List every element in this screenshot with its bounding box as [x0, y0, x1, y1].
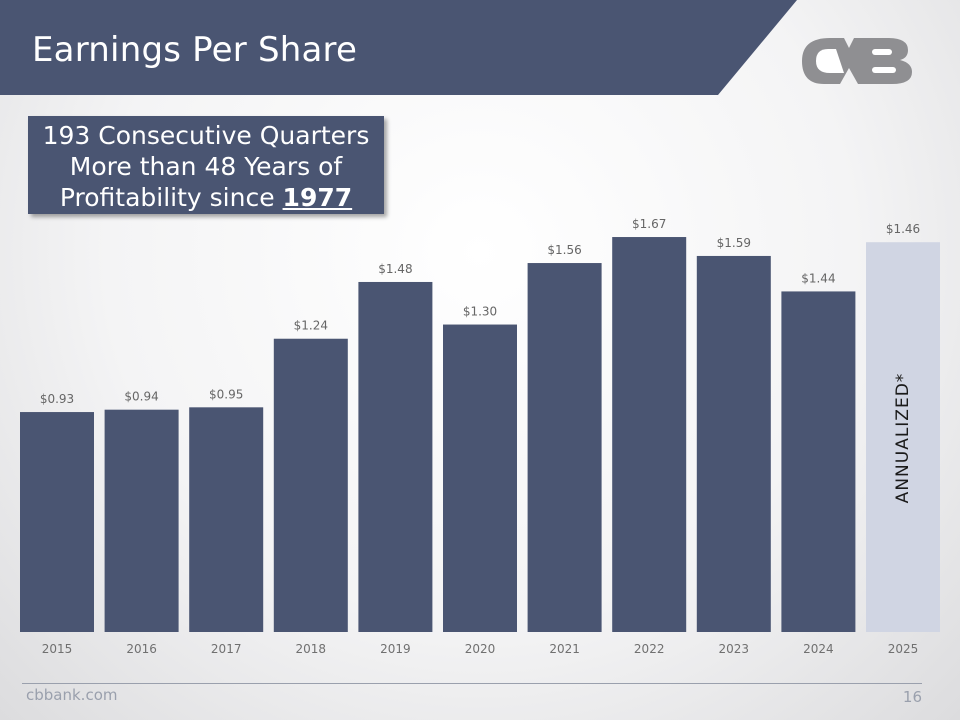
x-tick-2019: 2019	[380, 642, 411, 656]
x-tick-2025: 2025	[888, 642, 919, 656]
x-tick-2021: 2021	[549, 642, 580, 656]
header-band	[0, 0, 797, 95]
callout-year: 1977	[282, 183, 353, 212]
value-label-2021: $1.56	[547, 243, 581, 257]
profitability-callout: 193 Consecutive Quarters More than 48 Ye…	[28, 116, 384, 214]
x-tick-2020: 2020	[465, 642, 496, 656]
callout-line-3: Profitability since 1977	[28, 182, 384, 213]
value-label-2018: $1.24	[294, 319, 328, 333]
page-number: 16	[902, 688, 922, 706]
value-label-2016: $0.94	[124, 390, 158, 404]
bar-2021	[527, 263, 602, 632]
x-tick-2022: 2022	[634, 642, 665, 656]
bar-2015	[20, 412, 94, 632]
x-tick-2024: 2024	[803, 642, 834, 656]
x-tick-labels-layer: 2015 2016 2017 2018 2019 2020 2021 2022 2023 2024…	[42, 642, 919, 656]
x-tick-2016: 2016	[126, 642, 157, 656]
bar-2016	[104, 409, 179, 632]
value-labels-layer: $0.93 $0.94 $0.95 $1.24 $1.48 $1.30 $1.56 $1.67…	[40, 217, 920, 503]
annualized-label: ANNUALIZED*	[893, 373, 913, 504]
bar-2022	[612, 237, 687, 633]
footer-website: cbbank.com	[26, 686, 118, 704]
value-label-2025: $1.46	[886, 222, 920, 236]
bar-2024	[781, 291, 856, 632]
footer-divider	[22, 683, 922, 684]
value-label-2019: $1.48	[378, 262, 412, 276]
value-label-2015: $0.93	[40, 392, 74, 406]
value-label-2023: $1.59	[717, 236, 751, 250]
callout-line-1: 193 Consecutive Quarters	[42, 121, 370, 150]
bar-2019	[358, 281, 433, 632]
callout-line-2: More than 48 Years of	[69, 152, 343, 181]
value-label-2024: $1.44	[801, 271, 835, 285]
value-label-2020: $1.30	[463, 305, 497, 319]
x-tick-2017: 2017	[211, 642, 242, 656]
bar-2017	[189, 407, 264, 632]
bar-2018	[273, 338, 348, 632]
bar-2020	[443, 324, 517, 632]
bars-layer	[20, 237, 940, 633]
callout-line-3-prefix: Profitability since	[59, 183, 275, 212]
page-title: Earnings Per Share	[32, 30, 358, 70]
value-label-2022: $1.67	[632, 217, 666, 231]
bar-2023	[696, 255, 771, 632]
bar-2025	[866, 242, 940, 632]
cvb-logo	[802, 38, 912, 84]
x-tick-2018: 2018	[296, 642, 327, 656]
x-tick-2015: 2015	[42, 642, 73, 656]
x-tick-2023: 2023	[719, 642, 750, 656]
value-label-2017: $0.95	[209, 387, 243, 401]
